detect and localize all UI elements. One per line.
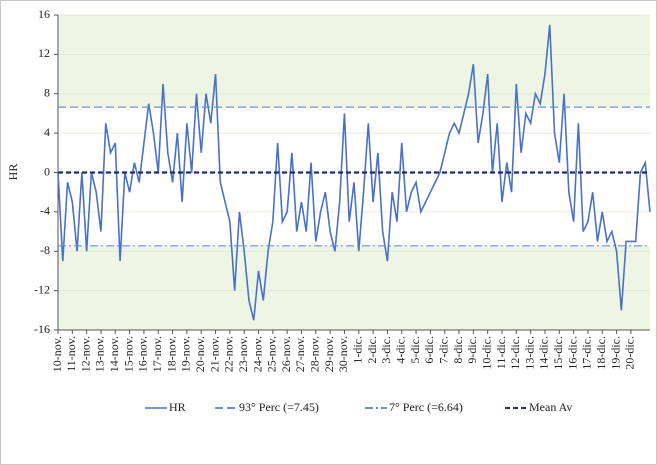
x-tick-label: 18-dic. — [594, 336, 608, 370]
x-tick-label: 28-nov. — [308, 336, 322, 372]
x-tick-label: 27-nov. — [293, 336, 307, 372]
x-tick-label: 29-nov. — [322, 336, 336, 372]
x-tick-label: 2-dic. — [365, 336, 379, 364]
x-tick-label: 12-nov. — [78, 336, 92, 372]
x-tick-label: 15-nov. — [121, 336, 135, 372]
y-tick-label: -12 — [34, 282, 50, 296]
y-tick-label: 8 — [44, 86, 50, 100]
hr-line — [57, 24, 651, 321]
x-tick-label: 19-dic. — [608, 336, 622, 370]
x-tick-label: 14-nov. — [107, 336, 121, 372]
x-tick-label: 1-dic. — [351, 336, 365, 364]
x-tick-label: 10-nov. — [50, 336, 64, 372]
x-tick-label: 22-nov. — [222, 336, 236, 372]
x-tick-label: 26-nov. — [279, 336, 293, 372]
x-tick-label: 4-dic. — [393, 336, 407, 364]
x-tick-label: 14-dic. — [537, 336, 551, 370]
x-tick-label: 20-nov. — [193, 336, 207, 372]
y-tick-label: 12 — [38, 46, 50, 60]
y-tick-label: -8 — [40, 243, 50, 257]
x-tick-label: 9-dic. — [465, 336, 479, 364]
x-tick-label: 17-nov. — [150, 336, 164, 372]
x-tick-label: 8-dic. — [451, 336, 465, 364]
y-tick-label: -16 — [34, 322, 50, 336]
x-tick-label: 10-dic. — [479, 336, 493, 370]
legend-label: 7° Perc (=6.64) — [389, 400, 463, 414]
legend-label: Mean Av — [529, 400, 572, 414]
y-tick-label: 16 — [38, 7, 50, 21]
legend-label: 93° Perc (=7.45) — [239, 400, 319, 414]
x-tick-label: 30-nov. — [336, 336, 350, 372]
x-tick-label: 6-dic. — [422, 336, 436, 364]
x-tick-label: 11-nov. — [64, 336, 78, 372]
x-tick-label: 20-dic. — [623, 336, 637, 370]
x-tick-label: 15-dic. — [551, 336, 565, 370]
x-tick-label: 5-dic. — [408, 336, 422, 364]
x-tick-label: 13-dic. — [522, 336, 536, 370]
legend-label: HR — [169, 400, 186, 414]
x-tick-label: 12-dic. — [508, 336, 522, 370]
x-tick-label: 13-nov. — [93, 336, 107, 372]
x-tick-label: 11-dic. — [494, 336, 508, 369]
x-tick-label: 19-nov. — [179, 336, 193, 372]
x-tick-label: 18-nov. — [164, 336, 178, 372]
x-tick-label: 24-nov. — [250, 336, 264, 372]
x-tick-label: 3-dic. — [379, 336, 393, 364]
y-tick-label: 4 — [44, 125, 50, 139]
x-tick-label: 25-nov. — [265, 336, 279, 372]
y-tick-label: -4 — [40, 204, 50, 218]
x-tick-label: 17-dic. — [580, 336, 594, 370]
x-tick-label: 7-dic. — [436, 336, 450, 364]
x-tick-label: 21-nov. — [207, 336, 221, 372]
x-tick-label: 16-nov. — [136, 336, 150, 372]
x-tick-label: 23-nov. — [236, 336, 250, 372]
y-tick-label: 0 — [44, 164, 50, 178]
y-axis-label: HR — [6, 164, 20, 181]
band-background — [58, 107, 650, 246]
x-tick-label: 16-dic. — [565, 336, 579, 370]
